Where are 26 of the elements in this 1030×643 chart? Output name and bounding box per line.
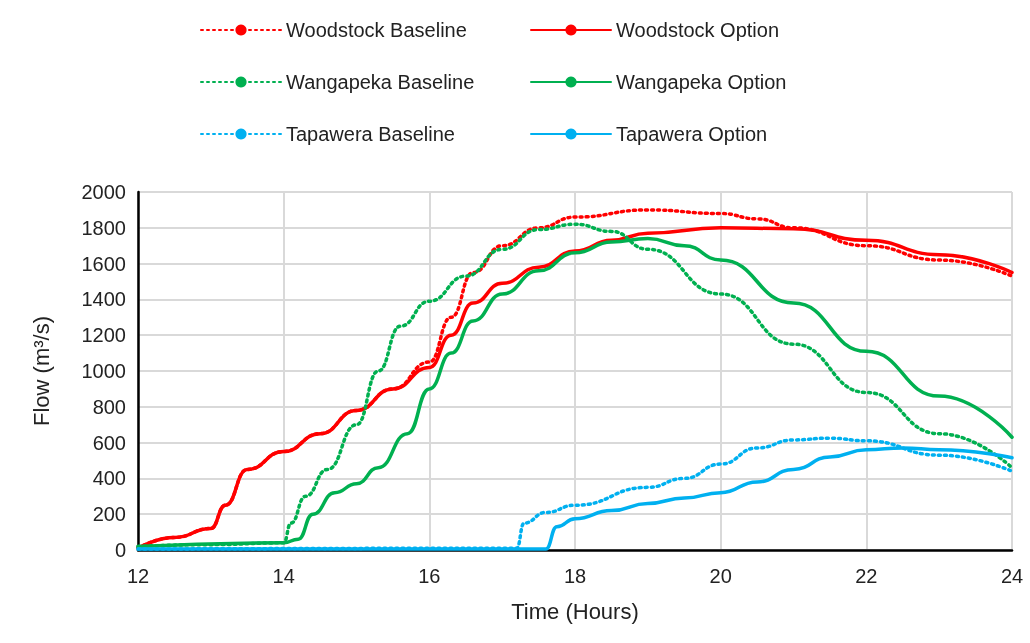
x-tick-label: 18 <box>563 565 587 587</box>
legend-label: Wangapeka Baseline <box>286 71 475 93</box>
legend-label: Tapawera Baseline <box>286 123 455 145</box>
x-tick-label: 24 <box>1000 565 1024 587</box>
y-axis-title: Flow (m³/s) <box>28 316 54 426</box>
x-tick-label: 16 <box>418 565 441 587</box>
y-tick-label: 1200 <box>81 324 126 347</box>
legend-label: Woodstock Option <box>616 19 780 41</box>
y-tick-label: 800 <box>92 395 126 418</box>
y-tick-label: 1000 <box>81 360 126 382</box>
y-tick-label: 0 <box>114 539 126 561</box>
legend-label: Woodstock Baseline <box>286 19 467 41</box>
x-axis-title: Time (Hours) <box>511 598 639 624</box>
x-tick-label: 12 <box>126 565 150 587</box>
x-tick-label: 14 <box>272 565 295 587</box>
y-tick-label: 1800 <box>81 216 126 239</box>
y-tick-label: 600 <box>92 431 126 454</box>
y-tick-label: 1600 <box>81 252 126 275</box>
y-tick-label: 2000 <box>81 181 126 203</box>
y-tick-label: 1400 <box>81 288 126 311</box>
y-tick-label: 400 <box>92 467 126 490</box>
y-tick-label: 200 <box>92 503 126 526</box>
legend-label: Wangapeka Option <box>616 71 787 93</box>
legend-label: Tapawera Option <box>616 123 768 145</box>
x-tick-label: 20 <box>709 565 732 587</box>
x-tick-label: 22 <box>855 565 878 587</box>
